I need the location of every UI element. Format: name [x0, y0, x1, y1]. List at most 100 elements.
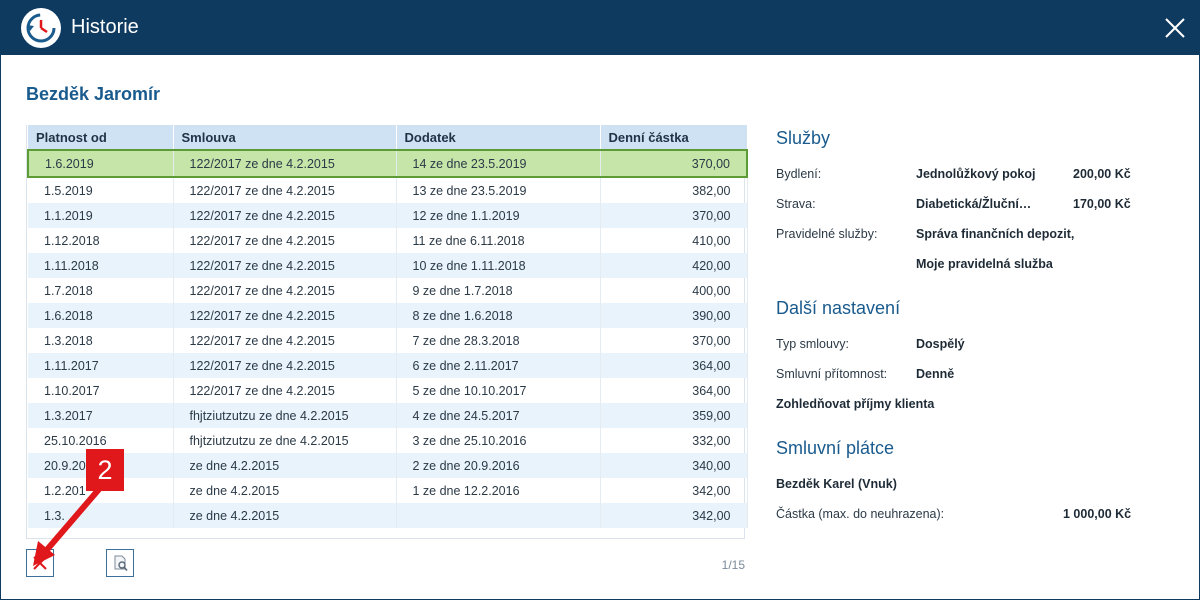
cell-castka: 364,00: [600, 378, 748, 403]
table-row[interactable]: 1.1.2019 122/2017 ze dne 4.2.2015 12 ze …: [28, 203, 748, 228]
cell-dodatek: 7 ze dne 28.3.2018: [396, 328, 601, 353]
cell-smlouva: 122/2017 ze dne 4.2.2015: [173, 228, 397, 253]
value-pravidelne-sluzby-2: Moje pravidelná služba: [916, 257, 1053, 271]
cell-platnost: 1.3.2017: [28, 403, 174, 428]
column-header-platnost[interactable]: Platnost od: [28, 125, 174, 150]
cell-dodatek: 10 ze dne 1.11.2018: [396, 253, 601, 278]
value-smluvni-pritomnost: Denně: [916, 367, 955, 381]
cell-dodatek: 14 ze dne 23.5.2019: [396, 149, 601, 178]
column-header-denni-castka[interactable]: Denní částka: [600, 125, 748, 150]
value-strava: Diabetická/Žluční…: [916, 197, 1032, 211]
cell-dodatek: 1 ze dne 12.2.2016: [396, 478, 601, 503]
cell-platnost: 1.6.2019: [27, 149, 174, 178]
cell-platnost: 1.10.2017: [28, 378, 174, 403]
cell-dodatek: 2 ze dne 20.9.2016: [396, 453, 601, 478]
history-clock-icon: [21, 8, 61, 48]
cell-smlouva: ze dne 4.2.2015: [173, 503, 397, 528]
cell-castka: 332,00: [600, 428, 748, 453]
cell-castka: 364,00: [600, 353, 748, 378]
cell-castka: 342,00: [600, 478, 748, 503]
close-icon[interactable]: [1163, 16, 1187, 40]
table-row-selected[interactable]: 1.6.2019 122/2017 ze dne 4.2.2015 14 ze …: [27, 149, 748, 178]
annotation-badge: 2: [86, 449, 124, 491]
label-typ-smlouvy: Typ smlouvy:: [776, 337, 849, 351]
cell-platnost: 1.12.2018: [28, 228, 174, 253]
cell-castka: 359,00: [600, 403, 748, 428]
cell-smlouva: 122/2017 ze dne 4.2.2015: [173, 253, 397, 278]
table-row[interactable]: 1.2.201 ze dne 4.2.2015 1 ze dne 12.2.20…: [28, 478, 748, 503]
window-title: Historie: [71, 16, 139, 38]
cell-platnost: 25.10.2016: [28, 428, 174, 453]
cell-platnost: 1.5.2019: [28, 177, 174, 203]
cell-dodatek: 13 ze dne 23.5.2019: [396, 177, 601, 203]
section-title-smluvni-platce: Smluvní plátce: [776, 438, 895, 458]
preview-button[interactable]: [106, 549, 134, 577]
cell-smlouva: 122/2017 ze dne 4.2.2015: [173, 353, 397, 378]
amount-strava: 170,00 Kč: [1073, 197, 1131, 211]
title-bar: Historie: [0, 0, 1200, 55]
table-row[interactable]: 25.10.2016 fhjtziutzutzu ze dne 4.2.2015…: [28, 428, 748, 453]
cell-castka: 400,00: [600, 278, 748, 303]
table-row[interactable]: 1.11.2018 122/2017 ze dne 4.2.2015 10 ze…: [28, 253, 748, 278]
value-pravidelne-sluzby-1: Správa finančních depozit,: [916, 227, 1075, 241]
cell-dodatek: 3 ze dne 25.10.2016: [396, 428, 601, 453]
cell-smlouva: fhjtziutzutzu ze dne 4.2.2015: [173, 428, 397, 453]
cell-dodatek: 4 ze dne 24.5.2017: [396, 403, 601, 428]
client-name: Bezděk Jaromír: [26, 84, 161, 104]
cell-dodatek: [396, 503, 601, 528]
cell-castka: 420,00: [600, 253, 748, 278]
column-header-smlouva[interactable]: Smlouva: [173, 125, 397, 150]
table-row[interactable]: 1.5.2019 122/2017 ze dne 4.2.2015 13 ze …: [28, 177, 748, 203]
table-row[interactable]: 1.3. ze dne 4.2.2015 342,00: [28, 503, 748, 528]
cell-smlouva: fhjtziutzutzu ze dne 4.2.2015: [173, 403, 397, 428]
cell-platnost: 1.3.: [28, 503, 174, 528]
section-title-dalsi-nastaveni: Další nastavení: [776, 298, 901, 318]
cell-platnost: 1.1.2019: [28, 203, 174, 228]
cell-smlouva: 122/2017 ze dne 4.2.2015: [173, 177, 397, 203]
cell-smlouva: 122/2017 ze dne 4.2.2015: [173, 378, 397, 403]
cell-dodatek: 6 ze dne 2.11.2017: [396, 353, 601, 378]
cell-platnost: 1.11.2017: [28, 353, 174, 378]
value-typ-smlouvy: Dospělý: [916, 337, 965, 351]
cell-platnost: 1.3.2018: [28, 328, 174, 353]
table-header-row: Platnost od Smlouva Dodatek Denní částka: [28, 125, 748, 150]
label-zohlednovat-prijmy: Zohledňovat příjmy klienta: [776, 397, 935, 411]
value-castka: 1 000,00 Kč: [1063, 507, 1132, 521]
cell-castka: 342,00: [600, 503, 748, 528]
cell-smlouva: 122/2017 ze dne 4.2.2015: [173, 328, 397, 353]
cell-castka: 390,00: [600, 303, 748, 328]
cell-dodatek: 12 ze dne 1.1.2019: [396, 203, 601, 228]
history-table: Platnost od Smlouva Dodatek Denní částka…: [26, 125, 748, 539]
table-row[interactable]: 1.3.2018 122/2017 ze dne 4.2.2015 7 ze d…: [28, 328, 748, 353]
cell-castka: 370,00: [600, 328, 748, 353]
payer-name: Bezděk Karel (Vnuk): [776, 477, 897, 491]
cell-smlouva: 122/2017 ze dne 4.2.2015: [173, 278, 397, 303]
cell-platnost: 1.7.2018: [28, 278, 174, 303]
cell-dodatek: 8 ze dne 1.6.2018: [396, 303, 601, 328]
label-pravidelne-sluzby: Pravidelné služby:: [776, 227, 878, 241]
cell-smlouva: 122/2017 ze dne 4.2.2015: [173, 149, 397, 178]
amount-bydleni: 200,00 Kč: [1073, 167, 1131, 181]
table-row[interactable]: 1.12.2018 122/2017 ze dne 4.2.2015 11 ze…: [28, 228, 748, 253]
section-title-sluzby: Služby: [776, 128, 831, 148]
table-row[interactable]: 1.10.2017 122/2017 ze dne 4.2.2015 5 ze …: [28, 378, 748, 403]
label-strava: Strava:: [776, 197, 816, 211]
table-row[interactable]: 1.11.2017 122/2017 ze dne 4.2.2015 6 ze …: [28, 353, 748, 378]
table-row[interactable]: 1.3.2017 fhjtziutzutzu ze dne 4.2.2015 4…: [28, 403, 748, 428]
table-row[interactable]: 1.7.2018 122/2017 ze dne 4.2.2015 9 ze d…: [28, 278, 748, 303]
document-preview-icon: [114, 555, 128, 572]
cell-smlouva: ze dne 4.2.2015: [173, 478, 397, 503]
column-header-dodatek[interactable]: Dodatek: [396, 125, 601, 150]
cell-castka: 370,00: [600, 203, 748, 228]
cell-castka: 370,00: [600, 149, 748, 178]
table-row[interactable]: 1.6.2018 122/2017 ze dne 4.2.2015 8 ze d…: [28, 303, 748, 328]
cell-platnost: 1.6.2018: [28, 303, 174, 328]
cell-smlouva: 122/2017 ze dne 4.2.2015: [173, 303, 397, 328]
cell-smlouva: ze dne 4.2.2015: [173, 453, 397, 478]
cell-platnost: 1.11.2018: [28, 253, 174, 278]
label-bydleni: Bydlení:: [776, 167, 822, 181]
cell-dodatek: 5 ze dne 10.10.2017: [396, 378, 601, 403]
label-castka: Částka (max. do neuhrazena):: [776, 507, 945, 521]
cell-castka: 382,00: [600, 177, 748, 203]
cell-dodatek: 9 ze dne 1.7.2018: [396, 278, 601, 303]
